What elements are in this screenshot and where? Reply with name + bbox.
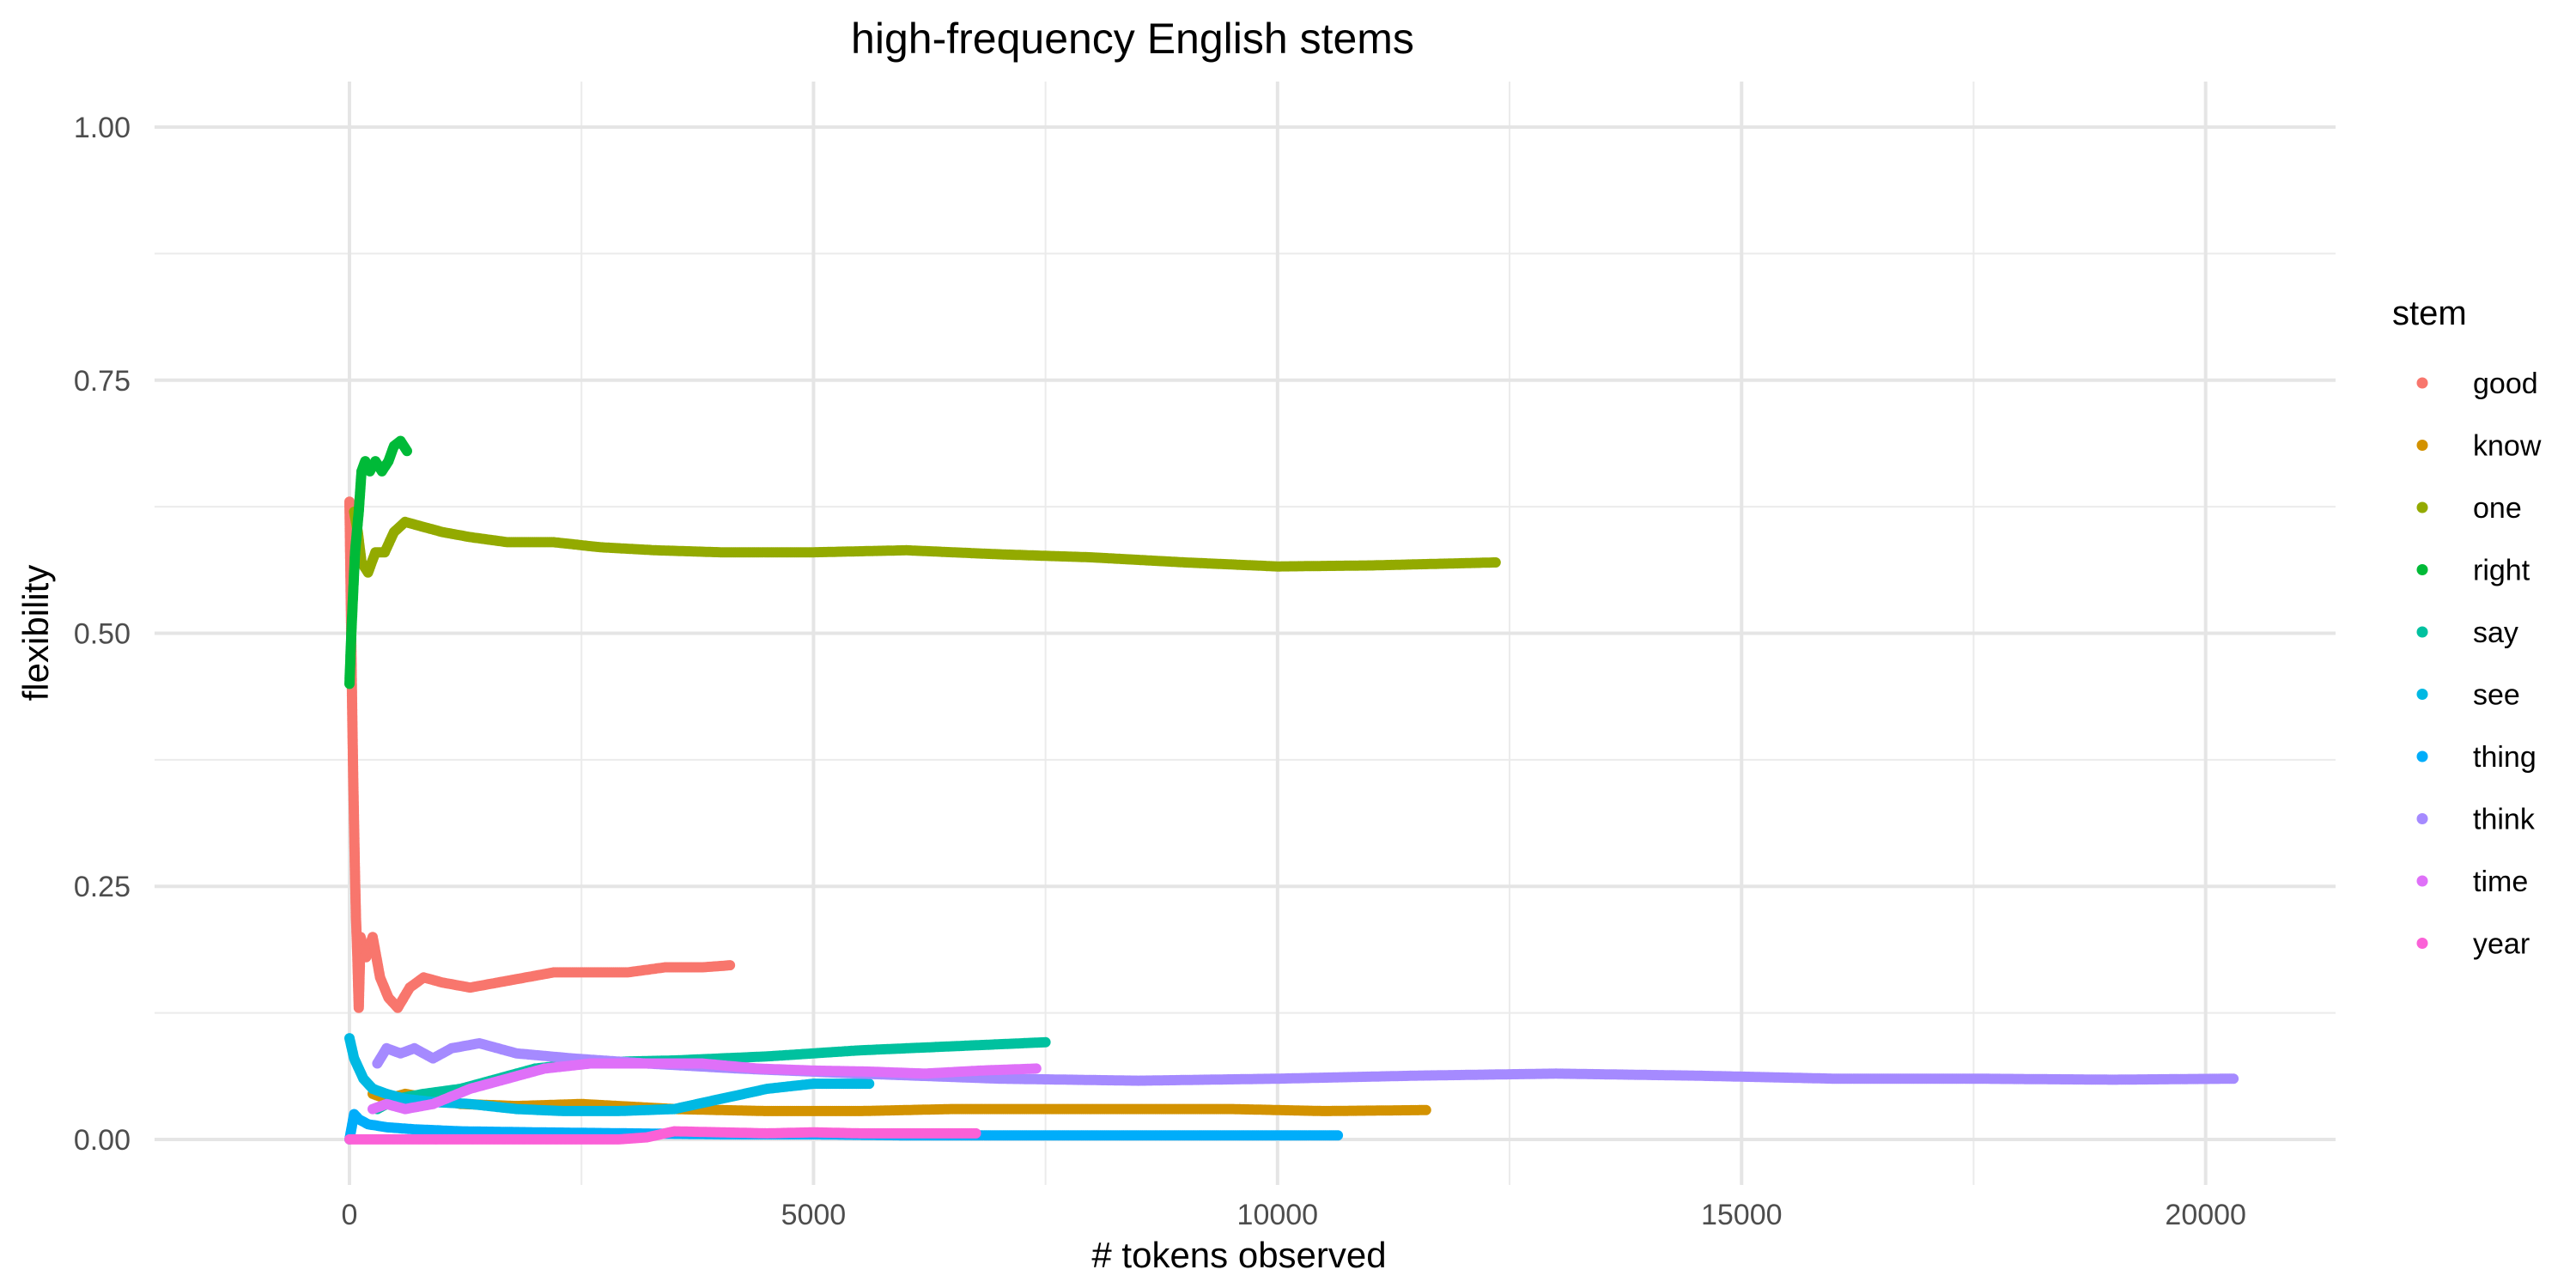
y-tick-label: 1.00 <box>74 112 131 144</box>
data-point <box>864 1078 875 1090</box>
legend-items: good know one right say see thing think time year <box>2416 368 2542 961</box>
legend-label: think <box>2473 804 2536 836</box>
series-right <box>344 435 412 690</box>
legend: stem good know one right say see thing think tim… <box>2392 295 2542 961</box>
legend-item-know: know <box>2416 430 2542 463</box>
data-point <box>1030 1063 1042 1074</box>
x-tick-label: 20000 <box>2165 1199 2246 1231</box>
legend-item-one: one <box>2416 492 2522 525</box>
legend-item-year: year <box>2416 928 2530 961</box>
legend-key <box>2416 564 2428 575</box>
legend-key <box>2416 377 2428 389</box>
y-tick-label: 0.00 <box>74 1124 131 1157</box>
legend-item-right: right <box>2416 555 2530 587</box>
legend-label: thing <box>2473 741 2537 774</box>
legend-item-thing: thing <box>2416 741 2537 774</box>
y-axis-title: flexibility <box>15 565 56 702</box>
legend-label: year <box>2473 928 2530 961</box>
legend-key <box>2416 750 2428 762</box>
legend-label: right <box>2473 555 2530 587</box>
grid <box>155 82 2336 1185</box>
legend-label: say <box>2473 617 2518 649</box>
legend-item-say: say <box>2416 617 2518 649</box>
y-axis-ticks: 0.00 0.25 0.50 0.75 1.00 <box>74 112 131 1157</box>
legend-key <box>2416 813 2428 824</box>
data-point <box>1040 1036 1051 1048</box>
data-point <box>1333 1130 1344 1141</box>
legend-item-time: time <box>2416 866 2528 898</box>
x-tick-label: 5000 <box>781 1199 847 1231</box>
legend-item-think: think <box>2416 804 2536 836</box>
legend-label: one <box>2473 492 2522 525</box>
legend-label: know <box>2473 430 2542 463</box>
x-tick-label: 0 <box>342 1199 358 1231</box>
data-point <box>1420 1104 1431 1115</box>
x-tick-label: 15000 <box>1701 1199 1783 1231</box>
legend-label: good <box>2473 368 2538 400</box>
data-point <box>401 446 412 457</box>
data-point <box>1490 556 1501 568</box>
series-one <box>349 507 1501 578</box>
series-know <box>368 1088 1431 1116</box>
legend-key <box>2416 501 2428 513</box>
legend-item-good: good <box>2416 368 2538 400</box>
legend-item-see: see <box>2416 679 2520 712</box>
legend-key <box>2416 626 2428 638</box>
legend-label: see <box>2473 679 2520 712</box>
legend-key <box>2416 875 2428 887</box>
series-see <box>344 1033 875 1116</box>
legend-label: time <box>2473 866 2528 898</box>
series-time <box>368 1058 1042 1115</box>
series-good <box>344 496 736 1013</box>
legend-key <box>2416 440 2428 451</box>
data-point <box>725 960 736 971</box>
y-tick-label: 0.50 <box>74 618 131 651</box>
y-tick-label: 0.75 <box>74 365 131 398</box>
x-axis-ticks: 0 5000 10000 15000 20000 <box>342 1199 2246 1231</box>
legend-key <box>2416 689 2428 700</box>
legend-title: stem <box>2392 295 2467 332</box>
series-think <box>372 1038 2239 1086</box>
chart-title: high-frequency English stems <box>851 15 1414 63</box>
data-point <box>970 1127 981 1139</box>
series-year <box>344 1126 981 1145</box>
x-tick-label: 10000 <box>1237 1199 1319 1231</box>
data-points <box>344 435 2239 1145</box>
x-axis-title: # tokens observed <box>1091 1235 1386 1275</box>
y-tick-label: 0.25 <box>74 871 131 903</box>
legend-key <box>2416 938 2428 949</box>
data-point <box>2228 1073 2239 1084</box>
